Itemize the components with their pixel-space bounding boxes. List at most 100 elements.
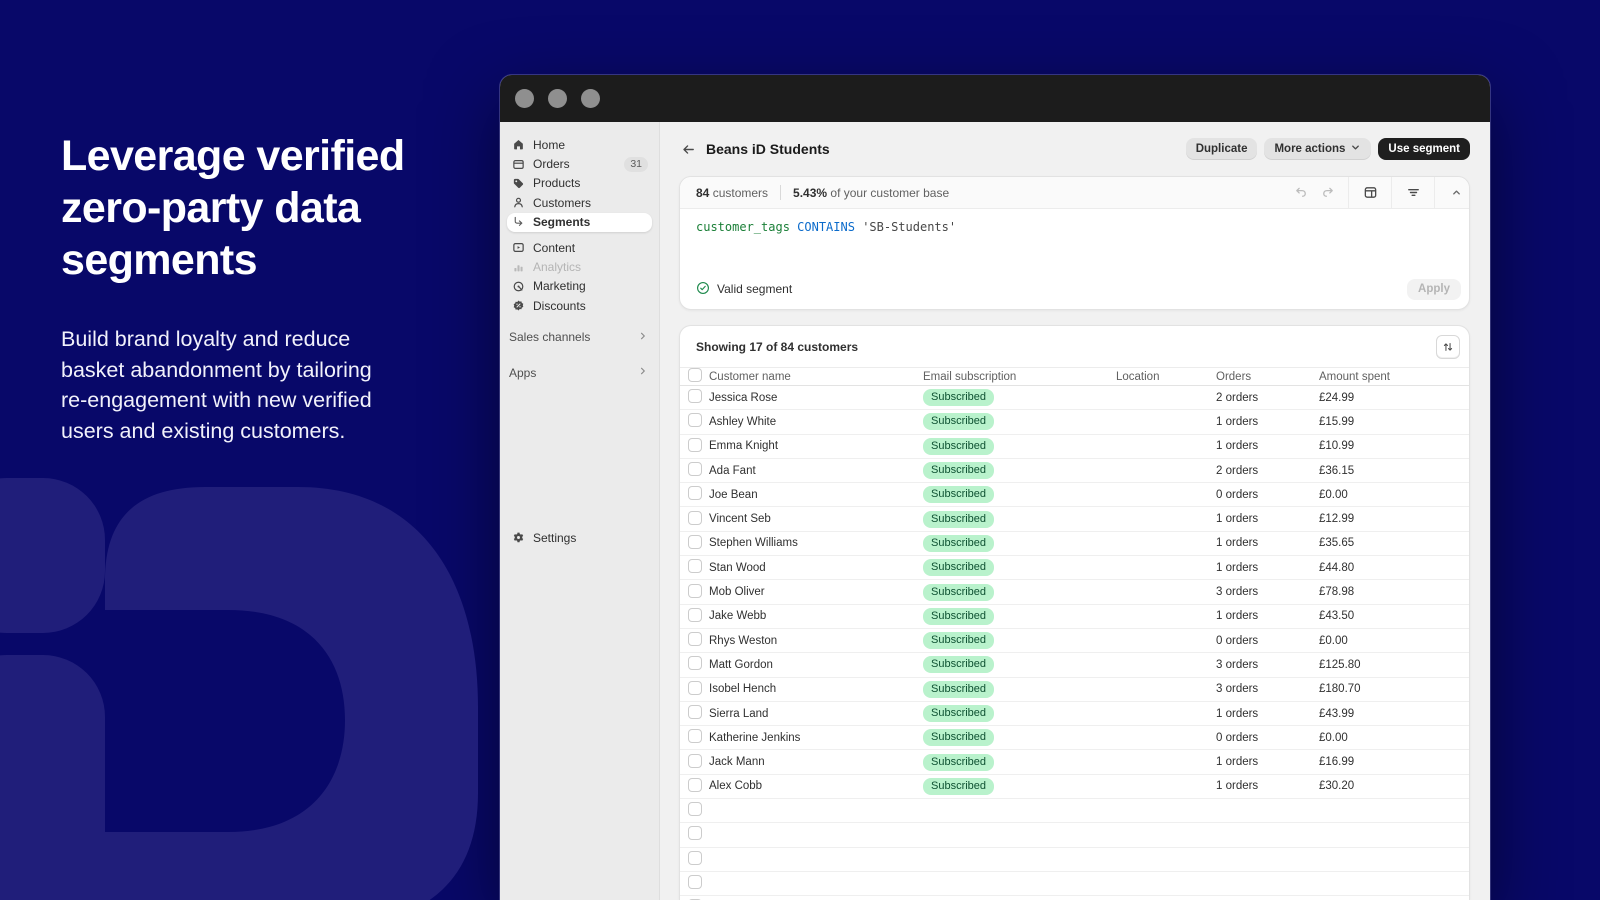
customer-amount: £180.70 <box>1319 683 1469 695</box>
column-header-orders: Orders <box>1216 371 1319 383</box>
redo-icon[interactable] <box>1314 177 1340 208</box>
customer-count: 84 customers <box>696 186 768 200</box>
sidebar-item-customers[interactable]: Customers <box>507 193 652 212</box>
table-row[interactable]: Joe BeanSubscribed0 orders£0.00 <box>680 483 1469 507</box>
select-all-checkbox[interactable] <box>688 368 702 382</box>
chevron-down-icon <box>1350 142 1361 156</box>
apply-button[interactable]: Apply <box>1407 279 1461 300</box>
table-row[interactable]: Jessica RoseSubscribed2 orders£24.99 <box>680 386 1469 410</box>
sidebar-item-analytics[interactable]: Analytics <box>507 257 652 276</box>
row-checkbox[interactable] <box>688 486 702 500</box>
table-title-row: Showing 17 of 84 customers <box>680 326 1469 367</box>
customer-amount: £44.80 <box>1319 562 1469 574</box>
segment-status: Valid segment <box>696 281 792 298</box>
table-row-empty[interactable] <box>680 896 1469 900</box>
templates-icon[interactable] <box>1357 177 1383 208</box>
sort-icon[interactable] <box>1436 335 1460 359</box>
customer-name: Stan Wood <box>709 562 923 574</box>
row-checkbox[interactable] <box>688 729 702 743</box>
sidebar-item-segments[interactable]: Segments <box>507 213 652 232</box>
sidebar-section-apps[interactable]: Apps <box>500 363 659 382</box>
table-row[interactable]: Sierra LandSubscribed1 orders£43.99 <box>680 702 1469 726</box>
table-row[interactable]: Ashley WhiteSubscribed1 orders£15.99 <box>680 410 1469 434</box>
table-row[interactable]: Vincent SebSubscribed1 orders£12.99 <box>680 507 1469 531</box>
table-row[interactable]: Rhys WestonSubscribed0 orders£0.00 <box>680 629 1469 653</box>
table-row[interactable]: Stan WoodSubscribed1 orders£44.80 <box>680 556 1469 580</box>
row-checkbox[interactable] <box>688 754 702 768</box>
row-checkbox[interactable] <box>688 584 702 598</box>
customer-orders: 1 orders <box>1216 440 1319 452</box>
row-checkbox[interactable] <box>688 559 702 573</box>
row-checkbox[interactable] <box>688 413 702 427</box>
main-content: Beans iD Students Duplicate More actions… <box>660 122 1490 900</box>
window-dot[interactable] <box>548 89 567 108</box>
table-row[interactable]: Stephen WilliamsSubscribed1 orders£35.65 <box>680 532 1469 556</box>
row-checkbox[interactable] <box>688 535 702 549</box>
customer-name: Rhys Weston <box>709 635 923 647</box>
sidebar-item-marketing[interactable]: Marketing <box>507 277 652 296</box>
customer-orders: 1 orders <box>1216 416 1319 428</box>
row-checkbox[interactable] <box>688 802 702 816</box>
subscription-badge: Subscribed <box>923 778 994 795</box>
row-checkbox[interactable] <box>688 875 702 889</box>
sidebar-item-content[interactable]: Content <box>507 238 652 257</box>
window-dot[interactable] <box>515 89 534 108</box>
table-row[interactable]: Mob OliverSubscribed3 orders£78.98 <box>680 580 1469 604</box>
table-row[interactable]: Katherine JenkinsSubscribed0 orders£0.00 <box>680 726 1469 750</box>
table-row-empty[interactable] <box>680 872 1469 896</box>
table-row[interactable]: Alex CobbSubscribed1 orders£30.20 <box>680 775 1469 799</box>
row-checkbox[interactable] <box>688 438 702 452</box>
table-row[interactable]: Jake WebbSubscribed1 orders£43.50 <box>680 605 1469 629</box>
divider <box>780 185 781 200</box>
back-arrow-icon[interactable] <box>679 140 697 158</box>
page-title: Beans iD Students <box>706 141 830 157</box>
use-segment-button[interactable]: Use segment <box>1378 138 1470 160</box>
row-checkbox[interactable] <box>688 681 702 695</box>
window-dot[interactable] <box>581 89 600 108</box>
collapse-icon[interactable] <box>1443 177 1469 208</box>
table-row[interactable]: Matt GordonSubscribed3 orders£125.80 <box>680 653 1469 677</box>
customer-orders: 1 orders <box>1216 537 1319 549</box>
table-row[interactable]: Isobel HenchSubscribed3 orders£180.70 <box>680 678 1469 702</box>
table-row-empty[interactable] <box>680 823 1469 847</box>
segment-query-editor[interactable]: customer_tags CONTAINS 'SB-Students' <box>680 209 1469 275</box>
row-checkbox[interactable] <box>688 656 702 670</box>
subscription-badge: Subscribed <box>923 705 994 722</box>
divider <box>1434 177 1435 208</box>
table-header-row: Customer name Email subscription Locatio… <box>680 367 1469 386</box>
subscription-badge: Subscribed <box>923 535 994 552</box>
sidebar-item-home[interactable]: Home <box>507 135 652 154</box>
customers-table: Showing 17 of 84 customers Customer name… <box>679 325 1470 900</box>
sidebar-item-discounts[interactable]: Discounts <box>507 296 652 315</box>
row-checkbox[interactable] <box>688 389 702 403</box>
analytics-icon <box>511 260 525 274</box>
customer-orders: 0 orders <box>1216 489 1319 501</box>
table-row[interactable]: Ada FantSubscribed2 orders£36.15 <box>680 459 1469 483</box>
row-checkbox[interactable] <box>688 462 702 476</box>
row-checkbox[interactable] <box>688 705 702 719</box>
customer-name: Alex Cobb <box>709 780 923 792</box>
table-row[interactable]: Jack MannSubscribed1 orders£16.99 <box>680 750 1469 774</box>
hero-body-line: users and existing customers. <box>61 416 491 447</box>
table-row-empty[interactable] <box>680 848 1469 872</box>
row-checkbox[interactable] <box>688 778 702 792</box>
undo-icon[interactable] <box>1288 177 1314 208</box>
row-checkbox[interactable] <box>688 851 702 865</box>
customer-orders: 2 orders <box>1216 392 1319 404</box>
sidebar-section-sales-channels[interactable]: Sales channels <box>500 328 659 347</box>
customer-orders: 3 orders <box>1216 659 1319 671</box>
table-row-empty[interactable] <box>680 799 1469 823</box>
query-toolbar <box>1288 177 1469 208</box>
filter-icon[interactable] <box>1400 177 1426 208</box>
table-row[interactable]: Emma KnightSubscribed1 orders£10.99 <box>680 435 1469 459</box>
duplicate-button[interactable]: Duplicate <box>1186 138 1258 160</box>
sidebar-item-orders[interactable]: Orders31 <box>507 154 652 173</box>
row-checkbox[interactable] <box>688 608 702 622</box>
more-actions-button[interactable]: More actions <box>1264 138 1371 160</box>
row-checkbox[interactable] <box>688 511 702 525</box>
sidebar-item-settings[interactable]: Settings <box>507 528 652 547</box>
hero-body-line: Build brand loyalty and reduce <box>61 324 491 355</box>
row-checkbox[interactable] <box>688 632 702 646</box>
row-checkbox[interactable] <box>688 826 702 840</box>
sidebar-item-products[interactable]: Products <box>507 174 652 193</box>
